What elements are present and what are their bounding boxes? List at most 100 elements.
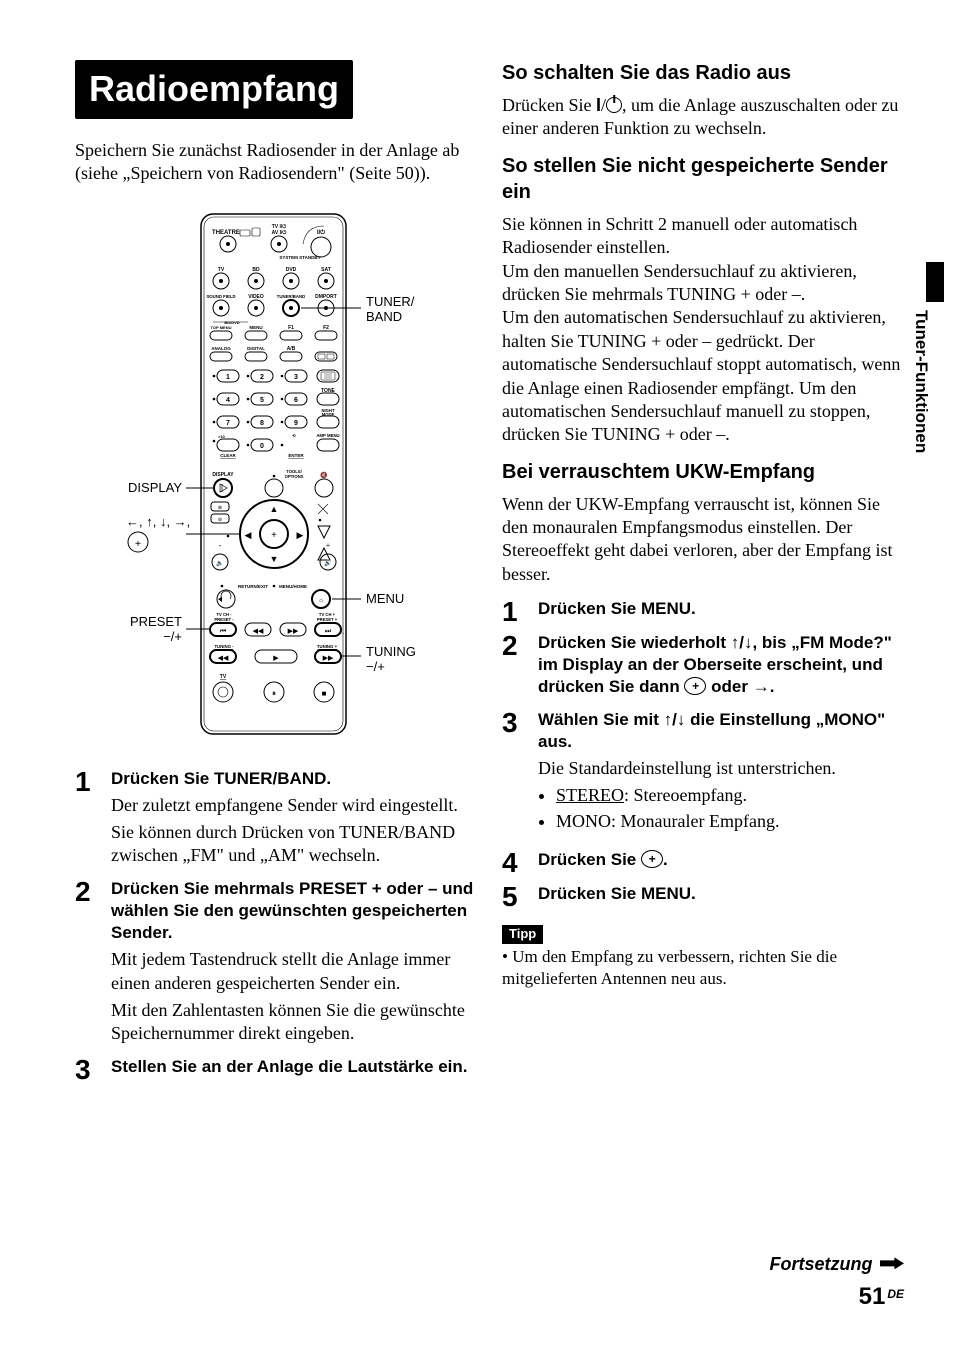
svg-text:CLEAR: CLEAR — [220, 453, 236, 458]
svg-text:+: + — [135, 538, 141, 550]
side-tab-marker — [926, 262, 944, 302]
bullet-mono: MONO: Monauraler Empfang. — [556, 810, 904, 833]
continued-arrow-icon — [880, 1257, 904, 1269]
svg-text:⊘: ⊘ — [218, 517, 222, 523]
svg-text:PRESET -: PRESET - — [214, 617, 234, 622]
step-num: 1 — [75, 768, 111, 872]
svg-text:F1: F1 — [288, 325, 294, 331]
svg-text:VIDEO: VIDEO — [248, 294, 264, 300]
svg-text:←, ↑, ↓, →,: ←, ↑, ↓, →, — [126, 514, 190, 529]
lbl-theatre: THEATRE — [212, 230, 240, 236]
tipp-badge: Tipp — [502, 925, 543, 944]
svg-text:A/B: A/B — [287, 346, 296, 352]
svg-text:DVD: DVD — [286, 267, 297, 273]
remote-svg: THEATRE TV I/⏻ AV I/⏻ I/⏻ SYSTEM STANDBY… — [96, 204, 456, 744]
step-head: Drücken Sie TUNER/BAND. — [111, 768, 477, 790]
svg-text:MENU: MENU — [366, 591, 404, 606]
svg-text:⏮: ⏮ — [220, 627, 226, 635]
svg-text:TUNER/: TUNER/ — [366, 294, 415, 309]
svg-text:0: 0 — [260, 443, 264, 450]
t: Drücken Sie — [538, 850, 641, 869]
svg-text:RETURN/EXIT: RETURN/EXIT — [238, 584, 268, 589]
power-icon — [606, 97, 622, 113]
arrows: ↑/↓ — [731, 633, 753, 652]
step-head: Stellen Sie an der Anlage die Lautstärke… — [111, 1056, 477, 1078]
svg-text:1: 1 — [226, 374, 230, 381]
notstored-p1: Sie können in Schritt 2 manuell oder aut… — [502, 213, 904, 260]
svg-text:−/+: −/+ — [366, 659, 385, 674]
tipp-block: Tipp • Um den Empfang zu verbessern, ric… — [502, 921, 904, 990]
svg-text:🔊: 🔊 — [324, 559, 332, 567]
svg-text:−/+: −/+ — [163, 629, 182, 644]
ukw-step-4: 4 Drücken Sie . — [502, 849, 904, 877]
svg-text:TOP MENU: TOP MENU — [211, 325, 232, 330]
step-head: Drücken Sie mehrmals PRESET + oder – und… — [111, 878, 477, 944]
side-tab: Tuner-Funktionen — [910, 310, 932, 459]
enter-icon — [684, 677, 706, 695]
svg-text:▶▶: ▶▶ — [323, 654, 334, 662]
left-step-1: 1 Drücken Sie TUNER/BAND. Der zuletzt em… — [75, 768, 477, 872]
svg-text:↔: ↔ — [208, 631, 213, 636]
ukw-bullets: STEREO: Stereoempfang. MONO: Monauraler … — [538, 784, 904, 833]
step-text: Mit den Zahlentasten können Sie die gewü… — [111, 999, 477, 1046]
svg-text:SAT: SAT — [321, 267, 331, 273]
svg-text:TUNING +: TUNING + — [317, 644, 338, 649]
heading-poweroff: So schalten Sie das Radio aus — [502, 60, 904, 86]
svg-text:>10: >10 — [218, 434, 226, 439]
svg-text:⊕: ⊕ — [218, 505, 222, 511]
continued-text: Fortsetzung — [770, 1254, 873, 1274]
svg-text:◀◀: ◀◀ — [253, 627, 264, 635]
step-num: 4 — [502, 849, 538, 877]
svg-text:⏸: ⏸ — [272, 689, 276, 698]
svg-text:SYSTEM STANDBY: SYSTEM STANDBY — [279, 255, 320, 260]
svg-text:▶▶: ▶▶ — [288, 627, 299, 635]
notstored-p2: Um den manuellen Sendersuchlauf zu aktiv… — [502, 260, 904, 307]
t: . — [663, 850, 668, 869]
svg-text:MENU: MENU — [249, 325, 262, 330]
svg-text:5: 5 — [260, 397, 264, 404]
svg-text:BAND: BAND — [366, 309, 402, 324]
svg-text:9: 9 — [294, 420, 298, 427]
svg-text:▲: ▲ — [270, 504, 279, 514]
pagenum-lang: DE — [887, 1287, 904, 1301]
left-steps: 1 Drücken Sie TUNER/BAND. Der zuletzt em… — [75, 768, 477, 1084]
svg-text:PRESET +: PRESET + — [317, 617, 338, 622]
heading-ukw: Bei verrauschtem UKW-Empfang — [502, 459, 904, 485]
bt: : Monauraler Empfang. — [611, 811, 779, 831]
svg-text:TV: TV — [218, 267, 225, 273]
svg-text:DIGITAL: DIGITAL — [247, 346, 265, 351]
bullet-stereo: STEREO: Stereoempfang. — [556, 784, 904, 807]
svg-text:7: 7 — [226, 420, 230, 427]
svg-text:OPTIONS: OPTIONS — [285, 474, 304, 479]
ukw-step-2: 2 Drücken Sie wiederholt ↑/↓, bis „FM Mo… — [502, 632, 904, 702]
svg-text:TUNER/BAND: TUNER/BAND — [277, 294, 305, 299]
svg-text:⏭: ⏭ — [325, 627, 332, 635]
svg-text:DMPORT: DMPORT — [315, 294, 337, 300]
ukw-intro: Wenn der UKW-Empfang verrauscht ist, kön… — [502, 493, 904, 587]
step-num: 3 — [75, 1056, 111, 1084]
svg-text:8: 8 — [260, 420, 264, 427]
step-num: 2 — [75, 878, 111, 1050]
svg-text:TV: TV — [220, 674, 227, 680]
left-step-2: 2 Drücken Sie mehrmals PRESET + oder – u… — [75, 878, 477, 1050]
t: Drücken Sie wiederholt — [538, 633, 731, 652]
svg-text:🔇: 🔇 — [320, 471, 328, 479]
pagenum-num: 51 — [859, 1283, 886, 1310]
svg-text:ENTER: ENTER — [288, 453, 304, 458]
ukw-steps: 1 Drücken Sie MENU. 2 Drücken Sie wieder… — [502, 598, 904, 911]
notstored-p3: Um den automatischen Sendersuchlauf zu a… — [502, 306, 904, 446]
svg-text:4: 4 — [226, 397, 230, 404]
svg-text:3: 3 — [294, 374, 298, 381]
svg-text:🔈: 🔈 — [216, 560, 223, 567]
svg-text:⟲: ⟲ — [292, 433, 296, 438]
t: oder — [706, 677, 752, 696]
svg-text:▼: ▼ — [270, 554, 279, 564]
step-num: 1 — [502, 598, 538, 626]
svg-text:ANALOG: ANALOG — [211, 346, 231, 351]
svg-text:F2: F2 — [323, 325, 329, 331]
step-head: Wählen Sie mit ↑/↓ die Einstellung „MONO… — [538, 709, 904, 753]
svg-text:6: 6 — [294, 397, 298, 404]
arrows: ↑/↓ — [664, 710, 686, 729]
svg-text:2: 2 — [260, 374, 264, 381]
svg-text:AMP MENU: AMP MENU — [316, 433, 339, 438]
